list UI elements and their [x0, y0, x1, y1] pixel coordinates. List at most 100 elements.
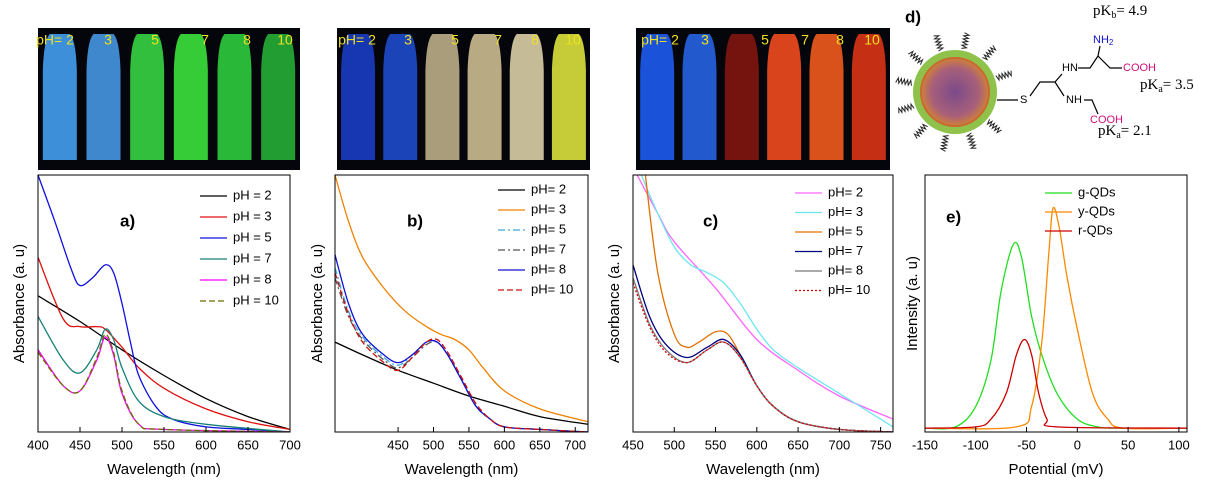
x-tick-label: 550 — [458, 437, 480, 452]
panel-label: e) — [946, 207, 961, 226]
bond — [1054, 81, 1065, 97]
vial — [809, 34, 844, 160]
x-tick-label: 500 — [423, 437, 445, 452]
x-tick-label: 700 — [564, 437, 586, 452]
vial — [509, 34, 544, 160]
ligand — [965, 132, 977, 149]
series-line — [925, 241, 1187, 430]
sub: 2 — [1109, 38, 1114, 47]
plot-frame — [924, 174, 1188, 433]
vial — [42, 34, 77, 160]
vial — [86, 34, 121, 160]
x-tick-label: 650 — [237, 437, 259, 452]
x-axis-label: Wavelength (nm) — [107, 461, 221, 478]
photo-label: 7 — [201, 32, 209, 48]
ligand — [895, 76, 912, 87]
photo-label: 8 — [531, 32, 539, 48]
x-tick-label: 0 — [1074, 437, 1081, 452]
series-line — [335, 277, 588, 432]
vial — [682, 34, 717, 160]
plot-area — [633, 175, 893, 432]
vial — [341, 34, 376, 160]
bond — [1078, 45, 1101, 69]
series-line — [335, 272, 588, 432]
photo — [636, 28, 890, 170]
plot-area — [925, 206, 1187, 430]
photo-label: 3 — [104, 32, 112, 48]
vial — [217, 34, 252, 160]
series-line — [633, 282, 893, 432]
value: = 4.9 — [1116, 3, 1147, 19]
photo-label: 8 — [836, 32, 844, 48]
ligand — [933, 35, 945, 52]
panel-label: a) — [120, 211, 135, 230]
photo-label: 5 — [451, 32, 459, 48]
x-tick-label: 600 — [195, 437, 217, 452]
bond — [1029, 73, 1063, 97]
x-axis-label: Potential (mV) — [1008, 461, 1103, 478]
legend-label: pH = 5 — [233, 229, 272, 244]
x-tick-label: -150 — [912, 437, 938, 452]
legend-label: pH= 8 — [828, 262, 863, 277]
x-tick-label: 500 — [111, 437, 133, 452]
series-line — [335, 341, 588, 425]
legend-label: pH= 3 — [828, 204, 863, 219]
pk: pK — [1140, 77, 1159, 93]
y-axis-label: Absorbance (a. u) — [606, 244, 623, 363]
series-line — [38, 295, 290, 431]
x-tick-label: 700 — [279, 437, 301, 452]
x-tick-label: 550 — [705, 437, 727, 452]
legend-label: pH= 8 — [531, 261, 566, 276]
legend-label: pH= 5 — [828, 223, 863, 238]
x-axis-label: Wavelength (nm) — [706, 461, 820, 478]
legend-label: pH= 3 — [531, 201, 566, 216]
series-line — [925, 206, 1187, 430]
legend-label: r-QDs — [1078, 222, 1113, 237]
x-tick-label: 50 — [1121, 437, 1135, 452]
nh2: NH2 — [1093, 34, 1114, 47]
photo-label: 3 — [701, 32, 709, 48]
photo-label: 3 — [404, 32, 412, 48]
legend-label: pH = 8 — [233, 271, 272, 286]
series-line — [38, 175, 290, 432]
vial — [130, 34, 165, 160]
cooh: COOH — [1090, 114, 1123, 126]
x-tick-label: 450 — [69, 437, 91, 452]
photo-label: 5 — [761, 32, 769, 48]
series-line — [335, 175, 588, 423]
legend-label: pH = 3 — [233, 208, 272, 223]
x-tick-label: 500 — [663, 437, 685, 452]
legend-label: pH= 7 — [531, 241, 566, 256]
vial — [173, 34, 208, 160]
vial — [767, 34, 802, 160]
x-tick-label: 750 — [870, 437, 892, 452]
x-tick-label: 600 — [746, 437, 768, 452]
sub: a — [1158, 84, 1163, 95]
x-axis-label: Wavelength (nm) — [405, 461, 519, 478]
sub: a — [1116, 130, 1121, 141]
nh: NH — [1093, 34, 1109, 46]
vial — [425, 34, 460, 160]
value: = 2.1 — [1121, 123, 1152, 139]
x-tick-label: 600 — [494, 437, 516, 452]
series-line — [38, 333, 290, 432]
ligand — [982, 45, 997, 61]
pka: pKa= 2.1 — [1098, 123, 1152, 141]
ligand — [913, 123, 928, 139]
plot-area — [335, 175, 588, 432]
photo-label: 10 — [277, 32, 293, 48]
sub: b — [1111, 10, 1116, 21]
ligand — [995, 70, 1012, 82]
bond — [1084, 99, 1099, 115]
photo — [337, 28, 590, 170]
series-line — [38, 316, 290, 432]
ligand — [960, 32, 971, 49]
x-tick-label: -100 — [963, 437, 989, 452]
pka: pKa= 3.5 — [1140, 77, 1194, 95]
panel-label: b) — [407, 211, 423, 230]
series-line — [633, 277, 893, 432]
photo-label: 5 — [151, 32, 159, 48]
ligand — [939, 135, 950, 152]
x-tick-label: -50 — [1017, 437, 1036, 452]
cooh: COOH — [1123, 62, 1156, 74]
